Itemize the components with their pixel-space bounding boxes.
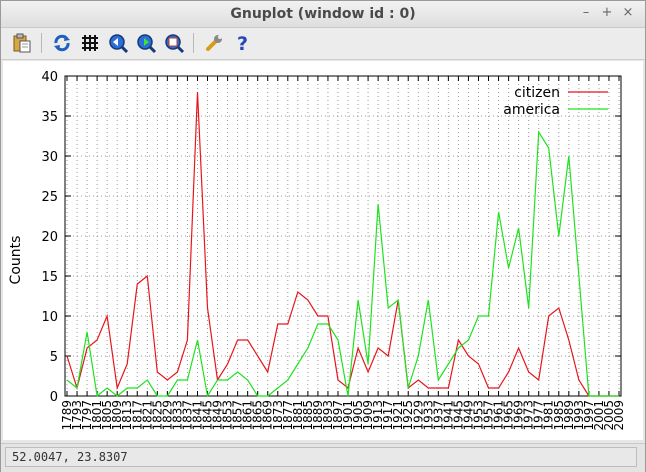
toolbar-separator <box>193 33 194 53</box>
help-glyph: ? <box>237 33 248 54</box>
grid-icon[interactable] <box>79 32 101 54</box>
x-tick-label: 1917 <box>381 400 395 431</box>
x-tick-label: 1793 <box>70 400 84 431</box>
x-tick-label: 2005 <box>602 400 616 431</box>
x-tick-label: 1989 <box>562 400 576 431</box>
replot-icon[interactable] <box>51 32 73 54</box>
x-tick-label: 1961 <box>492 400 506 431</box>
x-tick-label: 1901 <box>341 400 355 431</box>
x-tick-label: 1813 <box>120 400 134 431</box>
status-bar: 52.0047, 23.8307 <box>1 443 645 472</box>
y-tick-label: 40 <box>41 70 58 85</box>
x-tick-label: 1997 <box>582 400 596 431</box>
x-tick-label: 1865 <box>251 400 265 431</box>
title-bar[interactable]: Gnuplot (window id : 0) – + × <box>1 1 645 28</box>
x-tick-label: 1985 <box>552 400 566 431</box>
cursor-coordinates: 52.0047, 23.8307 <box>12 450 128 464</box>
y-tick-label: 0 <box>50 390 58 405</box>
y-tick-label: 35 <box>41 110 58 125</box>
x-tick-label: 1841 <box>190 400 204 431</box>
legend-label-america: america <box>503 102 560 118</box>
x-tick-label: 1849 <box>211 400 225 431</box>
y-tick-label: 20 <box>41 230 58 245</box>
x-tick-label: 1869 <box>261 400 275 431</box>
x-tick-label: 1973 <box>522 400 536 431</box>
x-tick-label: 1897 <box>331 400 345 431</box>
toolbar: ? <box>1 28 645 60</box>
x-tick-label: 1801 <box>90 400 104 431</box>
clipboard-copy-icon[interactable] <box>11 32 33 54</box>
x-tick-label: 1873 <box>271 400 285 431</box>
x-tick-label: 1965 <box>502 400 516 431</box>
y-tick-label: 30 <box>41 150 58 165</box>
x-tick-label: 1805 <box>100 400 114 431</box>
y-axis-label: Counts <box>8 236 24 285</box>
x-tick-label: 1817 <box>130 400 144 431</box>
x-tick-label: 1829 <box>160 400 174 431</box>
x-tick-label: 1881 <box>291 400 305 431</box>
x-tick-label: 1789 <box>60 400 74 431</box>
x-tick-label: 1821 <box>140 400 154 431</box>
x-tick-label: 1889 <box>311 400 325 431</box>
close-button[interactable]: × <box>622 5 634 20</box>
x-tick-label: 1993 <box>572 400 586 431</box>
x-tick-label: 1981 <box>542 400 556 431</box>
x-tick-label: 1921 <box>391 400 405 431</box>
y-tick-label: 5 <box>50 350 58 365</box>
x-tick-label: 1861 <box>241 400 255 431</box>
window-title: Gnuplot (window id : 0) <box>230 6 416 22</box>
x-tick-label: 1953 <box>471 400 485 431</box>
series-line-citizen <box>66 91 619 397</box>
legend-label-citizen: citizen <box>514 85 560 101</box>
plot-canvas[interactable]: 0 5 10 15 20 25 30 35 40 1789 1793 1797 1801 1805 180… <box>3 61 643 440</box>
x-tick-label: 1905 <box>351 400 365 431</box>
x-tick-label: 1949 <box>461 400 475 431</box>
minimize-button[interactable]: – <box>582 5 590 20</box>
help-icon[interactable]: ? <box>231 32 253 55</box>
maximize-button[interactable]: + <box>601 5 613 20</box>
line-chart: 0 5 10 15 20 25 30 35 40 17891793179718011805180… <box>8 70 626 431</box>
x-tick-label: 1833 <box>170 400 184 431</box>
series-line-america <box>66 130 619 398</box>
y-tick-label: 25 <box>41 190 58 205</box>
x-tick-label: 1933 <box>421 400 435 431</box>
x-tick-label: 1937 <box>431 400 445 431</box>
x-tick-label: 1909 <box>361 400 375 431</box>
x-tick-label: 1857 <box>231 400 245 431</box>
zoom-next-icon[interactable] <box>135 32 157 54</box>
x-tick-label: 1877 <box>281 400 295 431</box>
x-tick-label: 1945 <box>451 400 465 431</box>
y-tick-label: 15 <box>41 270 58 285</box>
status-cell: 52.0047, 23.8307 <box>5 447 637 467</box>
x-tick-label: 1797 <box>80 400 94 431</box>
x-tick-label: 2001 <box>592 400 606 431</box>
x-tick-label: 1853 <box>221 400 235 431</box>
toolbar-separator <box>41 33 42 53</box>
wrench-icon[interactable] <box>203 32 225 54</box>
x-tick-label: 1885 <box>301 400 315 431</box>
x-tick-label: 1929 <box>411 400 425 431</box>
x-tick-label: 1837 <box>180 400 194 431</box>
x-tick-label: 1925 <box>401 400 415 431</box>
x-tick-label: 1969 <box>512 400 526 431</box>
x-tick-label: 1809 <box>110 400 124 431</box>
x-tick-label: 1893 <box>321 400 335 431</box>
zoom-previous-icon[interactable] <box>107 32 129 54</box>
plot-border <box>64 75 622 397</box>
x-tick-label: 1977 <box>532 400 546 431</box>
y-tick-label: 10 <box>41 310 58 325</box>
x-tick-label: 1941 <box>441 400 455 431</box>
x-tick-label: 1825 <box>150 400 164 431</box>
x-tick-label: 1913 <box>371 400 385 431</box>
autoscale-icon[interactable] <box>163 32 185 54</box>
x-tick-label: 1845 <box>201 400 215 431</box>
x-tick-label: 2009 <box>612 400 626 431</box>
x-tick-label: 1957 <box>482 400 496 431</box>
